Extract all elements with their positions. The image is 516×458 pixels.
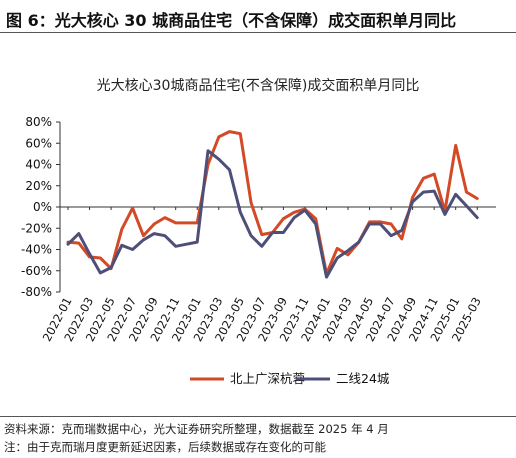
plot-area: -80%-60%-40%-20%0%20%40%60%80%2022-01202… [21, 115, 496, 344]
y-tick-label: -40% [21, 243, 52, 257]
legend-label: 二线24城 [336, 371, 390, 386]
figure-title: 图 6：光大核心 30 城商品住宅（不含保障）成交面积单月同比 [6, 11, 457, 30]
y-tick-label: 60% [25, 136, 52, 150]
figure-header: 图 6：光大核心 30 城商品住宅（不含保障）成交面积单月同比 [0, 0, 516, 34]
y-tick-label: 80% [25, 115, 52, 129]
footer-rule [0, 416, 516, 417]
y-tick-label: -20% [21, 221, 52, 235]
series-line-1 [66, 130, 479, 276]
chart: 光大核心30城商品住宅(不含保障)成交面积单月同比 -80% -60% -40% -2… [21, 77, 496, 386]
y-tick-label: 20% [25, 179, 52, 193]
y-tick-label: -80% [21, 285, 52, 299]
chart-title: 光大核心30城商品住宅(不含保障)成交面积单月同比 [97, 77, 420, 94]
footnote: 注：由于克而瑞月度更新延迟因素，后续数据或存在变化的可能 [4, 440, 326, 454]
series-line-2 [66, 149, 479, 279]
y-tick-label: 0% [33, 200, 52, 214]
legend-label: 北上广深杭蓉 [230, 371, 306, 386]
source-note: 资料来源：克而瑞数据中心，光大证券研究所整理，数据截至 2025 年 4 月 [4, 422, 389, 436]
legend: 北上广深杭蓉 二线24城 [190, 371, 390, 386]
header-rule [0, 32, 516, 33]
y-tick-label: -60% [21, 264, 52, 278]
y-tick-label: 40% [25, 158, 52, 172]
